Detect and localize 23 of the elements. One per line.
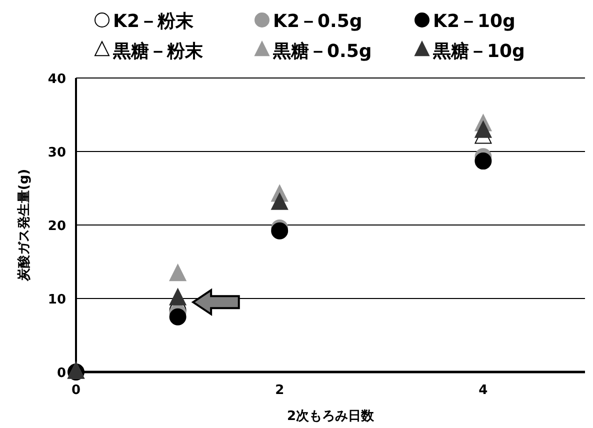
point (474, 152, 492, 170)
y-tick-label: 20 (48, 219, 66, 234)
y-tick-label: 10 (48, 292, 66, 308)
point (271, 192, 288, 210)
point (169, 264, 186, 282)
legend-label: K2－粉末 (113, 11, 194, 32)
point (169, 288, 186, 306)
y-tick-label: 30 (48, 146, 66, 160)
legend-label: 黒糖－10g (432, 41, 525, 62)
y-tick-label: 0 (56, 366, 66, 381)
y-axis-title: 炭酸ガス発生量(g) (16, 168, 32, 282)
y-tick-label: 40 (48, 72, 66, 87)
point (474, 120, 492, 138)
legend-label: K2－0.5g (273, 11, 362, 32)
legend-label: 黒糖－粉末 (112, 41, 204, 62)
x-tick-label: 4 (478, 383, 488, 398)
legend-label: 黒糖－0.5g (272, 41, 372, 62)
point (169, 308, 186, 326)
x-axis-title: 2次もろみ日数 (286, 409, 376, 424)
x-tick-label: 2 (275, 383, 284, 398)
point (271, 222, 288, 240)
legend-label: K2－10g (433, 11, 516, 32)
x-tick-label: 0 (71, 383, 81, 398)
